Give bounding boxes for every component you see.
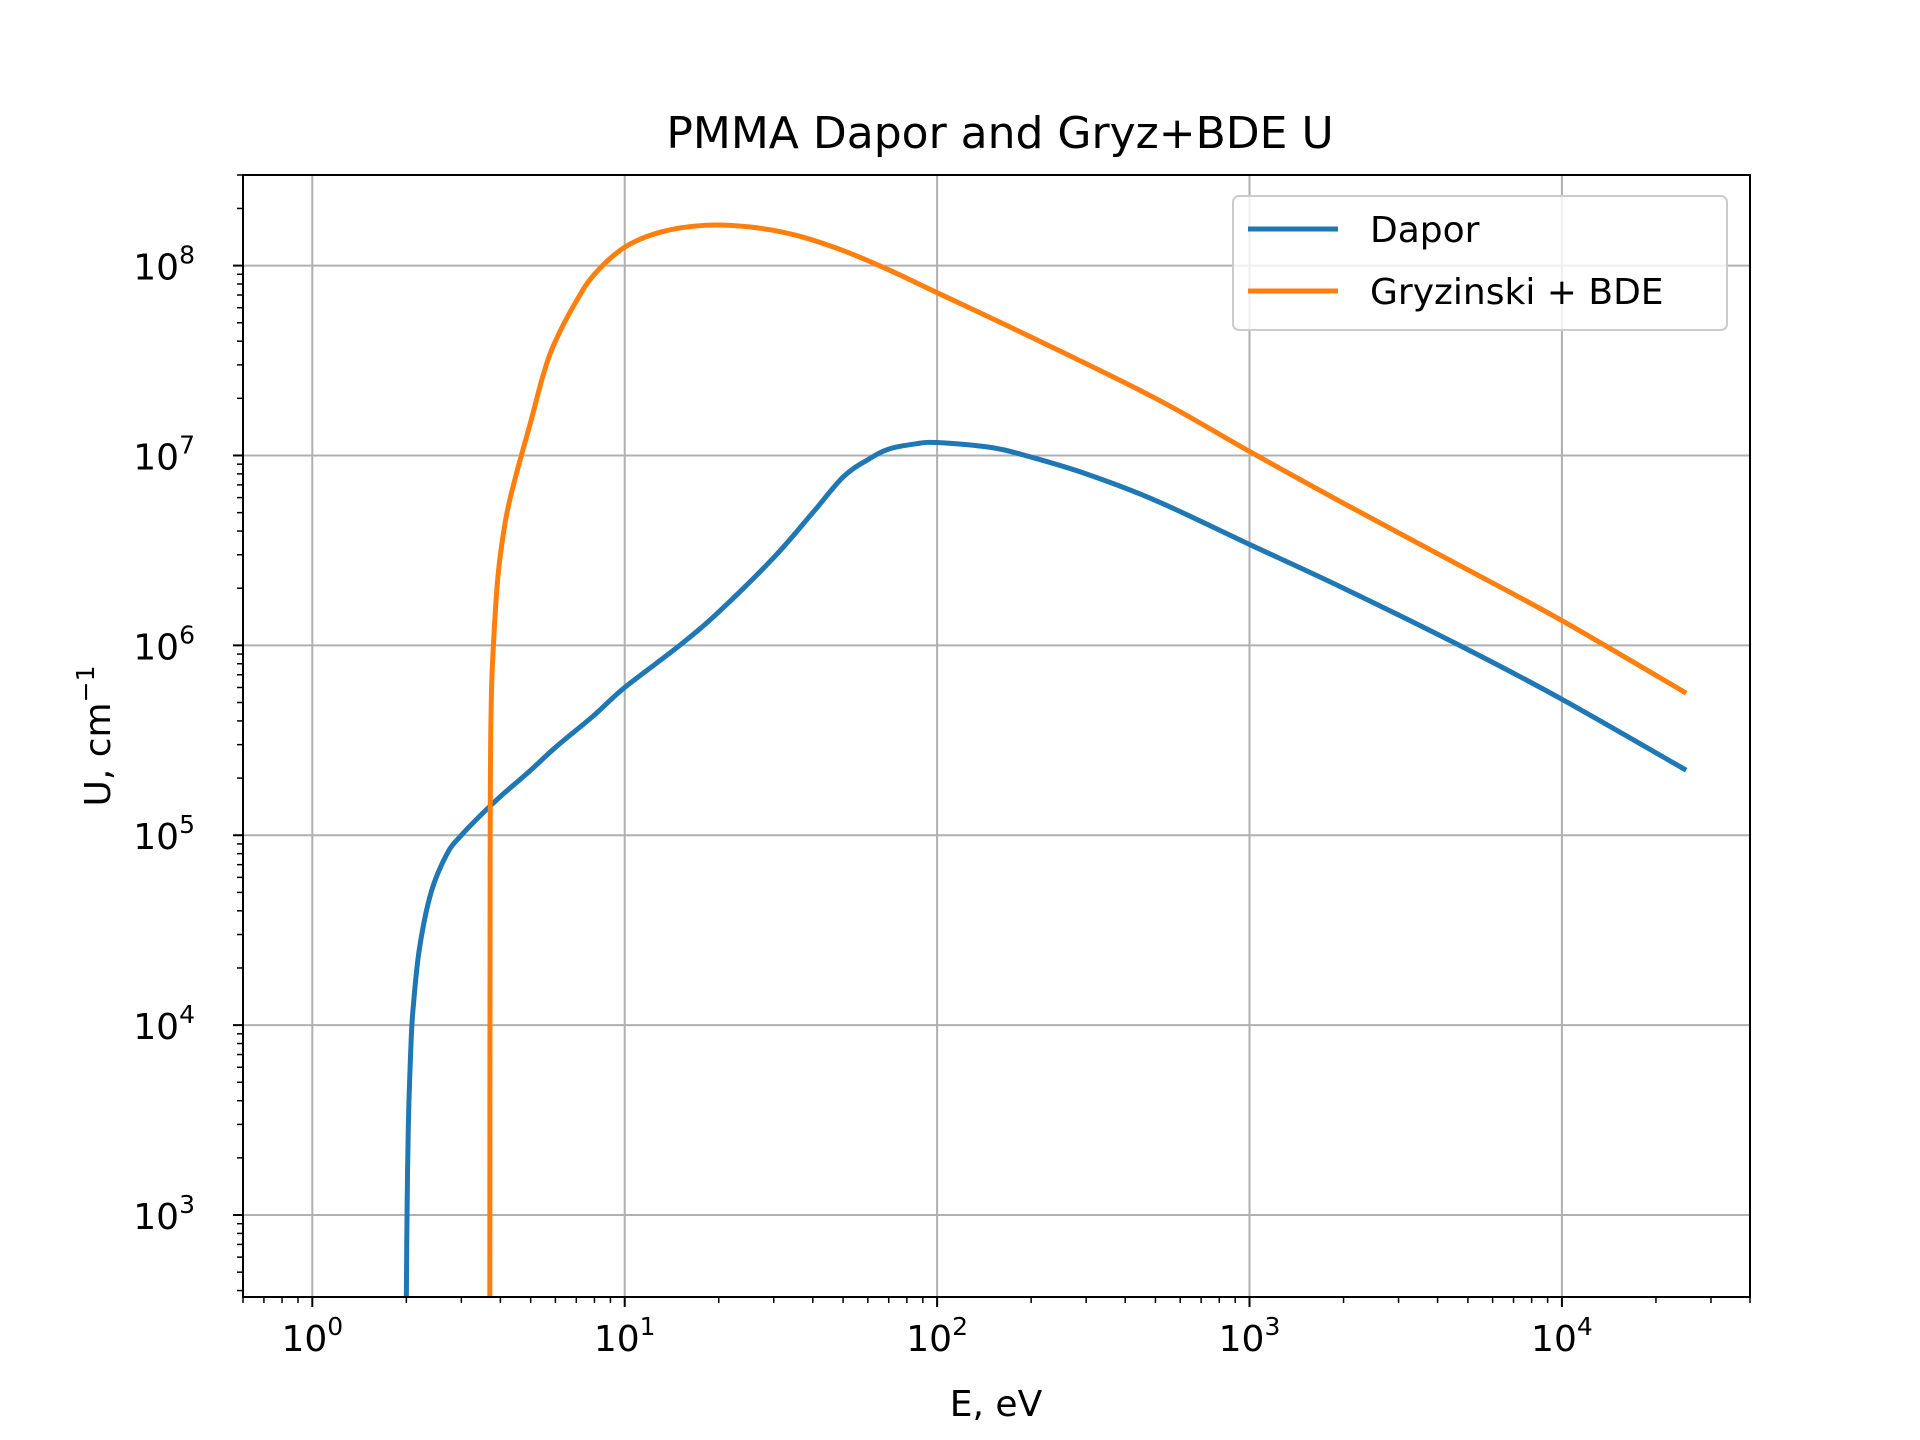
y-axis-label-base: U, cm [78, 702, 119, 806]
y-tick-label: 108 [133, 241, 195, 289]
plot-area-frame [242, 174, 1751, 1298]
legend-label-dapor: Dapor [1370, 210, 1480, 251]
y-tick-label: 104 [133, 1000, 195, 1048]
y-tick-label: 103 [133, 1190, 195, 1238]
y-tick-label: 106 [133, 620, 195, 668]
legend-label-gryzinski-bde: Gryzinski + BDE [1370, 272, 1664, 313]
x-tick-label: 101 [594, 1312, 656, 1360]
x-tick-label: 103 [1219, 1312, 1281, 1360]
y-tick-label: 107 [133, 430, 195, 478]
x-tick-label: 100 [281, 1312, 343, 1360]
tick-marks [233, 174, 1751, 1307]
series-line-dapor [403, 439, 1688, 1298]
legend: Dapor Gryzinski + BDE [1232, 195, 1728, 331]
chart-title: PMMA Dapor and Gryz+BDE U [666, 108, 1333, 159]
series-layer [403, 222, 1688, 1298]
x-tick-label: 104 [1531, 1312, 1593, 1360]
series-line-gryzinski-bde [487, 222, 1688, 1298]
y-tick-label: 105 [133, 810, 195, 858]
x-tick-label: 102 [906, 1312, 968, 1360]
tick-labels: 100 101 102 103 104 103 104 105 106 107 108 [133, 241, 1592, 1360]
y-axis-label: U, cm−1 [71, 666, 119, 807]
x-axis-label: E, eV [950, 1384, 1043, 1425]
legend-box [1232, 195, 1728, 331]
y-axis-label-superscript: −1 [71, 666, 100, 703]
